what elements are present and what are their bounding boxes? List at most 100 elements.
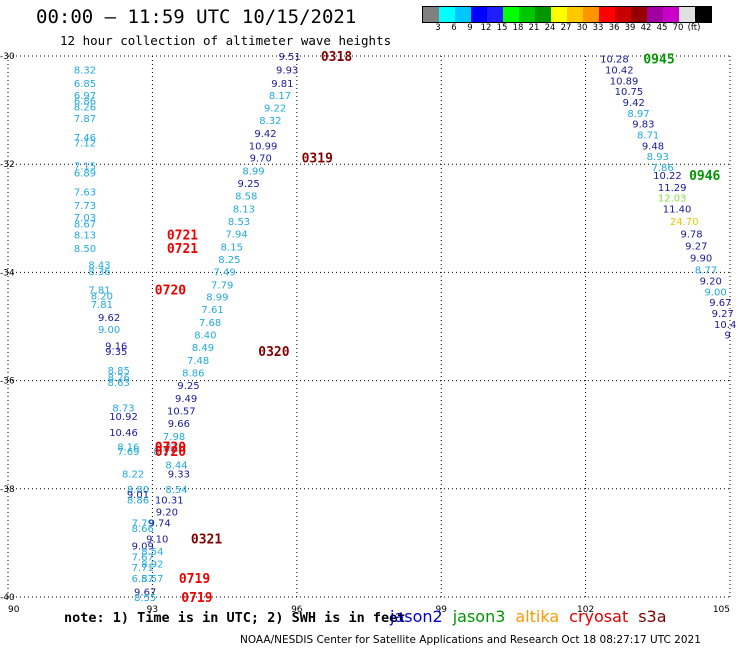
pass-time-label: 0720 xyxy=(155,441,186,456)
wave-height-point: 8.20 xyxy=(91,292,113,303)
colorbar-label: 12 xyxy=(480,23,492,33)
wave-height-point: 10.57 xyxy=(167,406,196,417)
wave-height-point: 9.93 xyxy=(276,66,298,77)
colorbar-label: 3 xyxy=(435,23,441,33)
pass-time-label: 0719 xyxy=(181,591,212,606)
wave-height-point: 8.32 xyxy=(259,116,281,127)
pass-time-label: 0320 xyxy=(258,345,289,360)
colorbar-swatch xyxy=(615,7,631,22)
wave-height-point: 9.67 xyxy=(709,298,731,309)
pass-time-label: 0720 xyxy=(155,445,186,460)
wave-height-point: 9.01 xyxy=(127,490,149,501)
wave-height-point: 8.15 xyxy=(221,242,243,253)
wave-height-point: 9 xyxy=(724,331,730,342)
wave-height-point: 7.81 xyxy=(88,286,110,297)
pass-time-label: 0945 xyxy=(643,53,674,68)
wave-height-point: 8.54 xyxy=(165,485,187,496)
wave-height-point: 7.86 xyxy=(651,163,673,174)
colorbar-label: 39 xyxy=(624,23,636,33)
wave-height-point: 7.79 xyxy=(132,518,154,529)
wave-height-point: 8.92 xyxy=(141,559,163,570)
colorbar-label: 21 xyxy=(528,23,540,33)
x-tick-label: 105 xyxy=(713,605,730,615)
wave-height-point: 10.89 xyxy=(610,76,639,87)
wave-height-point: 6.89 xyxy=(74,168,96,179)
wave-height-point: 8.16 xyxy=(117,443,139,454)
wave-height-point: 9.62 xyxy=(98,313,120,324)
colorbar-label: 6 xyxy=(451,23,457,33)
wave-height-point: 8.86 xyxy=(127,496,149,507)
wave-height-point: 7.81 xyxy=(91,300,113,311)
wave-height-point: 10.31 xyxy=(155,496,184,507)
wave-height-point: 8.25 xyxy=(218,255,240,266)
wave-height-point: 7.67 xyxy=(132,552,154,563)
x-tick-label: 90 xyxy=(8,605,20,615)
wave-height-point: 8.53 xyxy=(228,217,250,228)
wave-height-point: 9.27 xyxy=(712,309,734,320)
wave-height-point: 8.93 xyxy=(647,152,669,163)
colorbar-swatch xyxy=(647,7,663,22)
pass-time-label: 0318 xyxy=(321,50,352,65)
wave-height-point: 7.94 xyxy=(226,229,248,240)
colorbar-swatch xyxy=(519,7,535,22)
wave-height-point: 7.71 xyxy=(132,563,154,574)
wave-height-point: 8.36 xyxy=(88,267,110,278)
wave-height-point: 8.77 xyxy=(695,266,717,277)
colorbar-swatch xyxy=(599,7,615,22)
wave-height-point: 9.90 xyxy=(690,253,712,264)
wave-height-point: 7.63 xyxy=(74,187,96,198)
colorbar-swatch xyxy=(423,7,439,22)
colorbar-label: 36 xyxy=(608,23,620,33)
wave-height-point: 7.03 xyxy=(74,213,96,224)
wave-height-point: 8.22 xyxy=(122,470,144,481)
wave-height-point: 8.50 xyxy=(74,244,96,255)
colorbar-swatch xyxy=(663,7,679,22)
wave-height-point: 8.13 xyxy=(74,231,96,242)
x-tick-label: 96 xyxy=(291,605,303,615)
colorbar-label: 9 xyxy=(467,23,473,33)
colorbar xyxy=(422,6,712,23)
colorbar-label: 30 xyxy=(576,23,588,33)
wave-height-point: 9.74 xyxy=(148,518,170,529)
wave-height-point: 8.80 xyxy=(127,485,149,496)
legend-entry: cryosat xyxy=(569,607,629,626)
wave-height-point: 9.10 xyxy=(146,535,168,546)
pass-time-label: 0721 xyxy=(167,242,198,257)
colorbar-label: 42 xyxy=(640,23,652,33)
wave-height-point: 8.54 xyxy=(141,547,163,558)
wave-height-point: 9.81 xyxy=(271,79,293,90)
wave-height-point: 9.83 xyxy=(632,120,654,131)
wave-height-point: 8.13 xyxy=(233,205,255,216)
wave-height-point: 8.32 xyxy=(74,66,96,77)
wave-height-point: 9.27 xyxy=(685,241,707,252)
wave-height-point: 12.03 xyxy=(658,194,687,205)
pass-time-label: 0720 xyxy=(155,284,186,299)
x-tick-label: 99 xyxy=(435,605,447,615)
wave-height-point: 10.28 xyxy=(600,55,629,66)
wave-height-point: 9.22 xyxy=(264,103,286,114)
wave-height-point: 8.26 xyxy=(74,102,96,113)
colorbar-label: 18 xyxy=(512,23,524,33)
pass-time-label: 0721 xyxy=(167,229,198,244)
colorbar-swatch xyxy=(695,7,711,22)
pass-time-label: 0321 xyxy=(191,533,222,548)
wave-height-point: 7.12 xyxy=(74,139,96,150)
wave-height-point: 7.69 xyxy=(117,447,139,458)
colorbar-label: 24 xyxy=(544,23,556,33)
wave-height-point: 9.78 xyxy=(680,229,702,240)
wave-height-point: 8.99 xyxy=(206,293,228,304)
wave-height-point: 7.61 xyxy=(201,305,223,316)
axis-tick-labels: 90 93 96 99 102 105 -30 -32 -34 -36 -38 -40 xyxy=(0,52,730,615)
colorbar-label: 45 xyxy=(656,23,668,33)
colorbar-swatch xyxy=(583,7,599,22)
colorbar-swatch xyxy=(471,7,487,22)
wave-height-point: 9.51 xyxy=(278,52,300,63)
wave-height-point: 7.98 xyxy=(163,432,185,443)
wave-height-point: 9.00 xyxy=(98,325,120,336)
wave-height-point: 9.16 xyxy=(105,341,127,352)
wave-height-point: 10.22 xyxy=(653,171,682,182)
y-tick-label: -40 xyxy=(0,593,15,603)
wave-height-point: 9.42 xyxy=(623,98,645,109)
data-points: 8.326.856.976.868.267.877.467.127.156.89… xyxy=(74,52,736,604)
wave-height-point: 6.57 xyxy=(132,574,154,585)
